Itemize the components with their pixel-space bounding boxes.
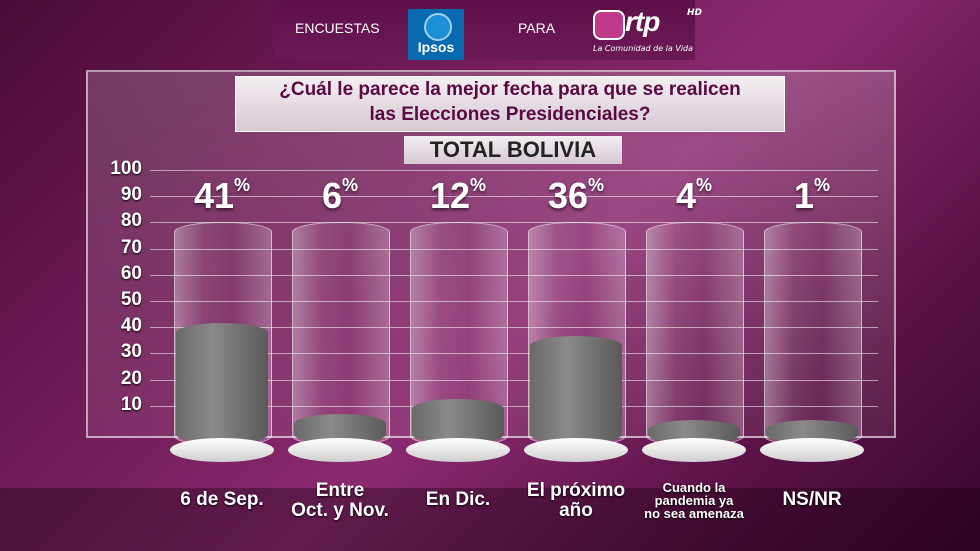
bar [642, 0, 746, 551]
bottom-band [0, 488, 980, 551]
bar-base [288, 438, 392, 462]
category-label: El próximo año [526, 480, 626, 521]
bar [524, 0, 628, 551]
gridline [150, 379, 878, 381]
y-tick-label: 20 [120, 367, 142, 389]
ipsos-head-icon [424, 13, 452, 41]
bar-glass [646, 222, 744, 446]
bar-base [642, 438, 746, 462]
y-tick-label: 10 [120, 393, 142, 415]
y-tick-label: 30 [120, 341, 142, 363]
header-bar: ENCUESTAS Ipsos PARA rtp HD La Comunidad… [273, 0, 702, 60]
gridline [150, 405, 878, 407]
gridline [150, 301, 878, 302]
category-label: Entre Oct. y Nov. [291, 480, 389, 521]
bar [760, 0, 864, 551]
gridline [150, 353, 878, 355]
gridline [150, 327, 878, 329]
bar-glass [292, 222, 390, 446]
data-label: 12% [429, 175, 487, 216]
bar-fill [412, 398, 504, 444]
y-tick-label: 50 [120, 289, 142, 310]
bar [170, 0, 274, 551]
category-label: En Dic. [425, 489, 491, 510]
bar-fill [530, 335, 622, 444]
data-label: 6% [321, 175, 359, 216]
y-tick-label: 40 [120, 315, 142, 337]
y-tick-label: 70 [120, 236, 142, 258]
gridline [150, 222, 878, 224]
bar [288, 0, 392, 551]
gridline [150, 196, 878, 198]
rtp-logo: rtp HD La Comunidad de la Vida [593, 6, 703, 53]
category-label: NS/NR [782, 489, 842, 510]
category-label: 6 de Sep. [180, 489, 264, 510]
gridline [150, 274, 878, 276]
bar-base [406, 438, 510, 462]
bar-base [524, 438, 628, 462]
chart-subtitle: TOTAL BOLIVIA [404, 136, 622, 164]
rtp-mark-icon [593, 10, 625, 40]
encuestas-label: ENCUESTAS [295, 20, 380, 36]
para-label: PARA [518, 20, 556, 36]
data-label: 1% [793, 175, 831, 216]
ipsos-logo: Ipsos [408, 9, 464, 60]
y-tick-label: 60 [120, 262, 142, 284]
bar-glass [764, 222, 862, 446]
gridline [150, 248, 878, 250]
chart-title: ¿Cuál le parece la mejor fecha para que … [235, 76, 785, 132]
gridline [150, 170, 878, 171]
bar-base [760, 438, 864, 462]
data-label: 36% [547, 175, 605, 216]
y-tick-label: 90 [120, 184, 142, 206]
y-tick-label: 80 [120, 210, 142, 232]
bar-fill [176, 322, 268, 444]
bar-base [170, 438, 274, 462]
data-label: 41% [193, 175, 251, 216]
y-tick-label: 100 [110, 158, 142, 179]
category-label: Cuando la pandemia ya no sea amenaza [644, 480, 744, 521]
bar [406, 0, 510, 551]
data-label: 4% [675, 175, 713, 216]
